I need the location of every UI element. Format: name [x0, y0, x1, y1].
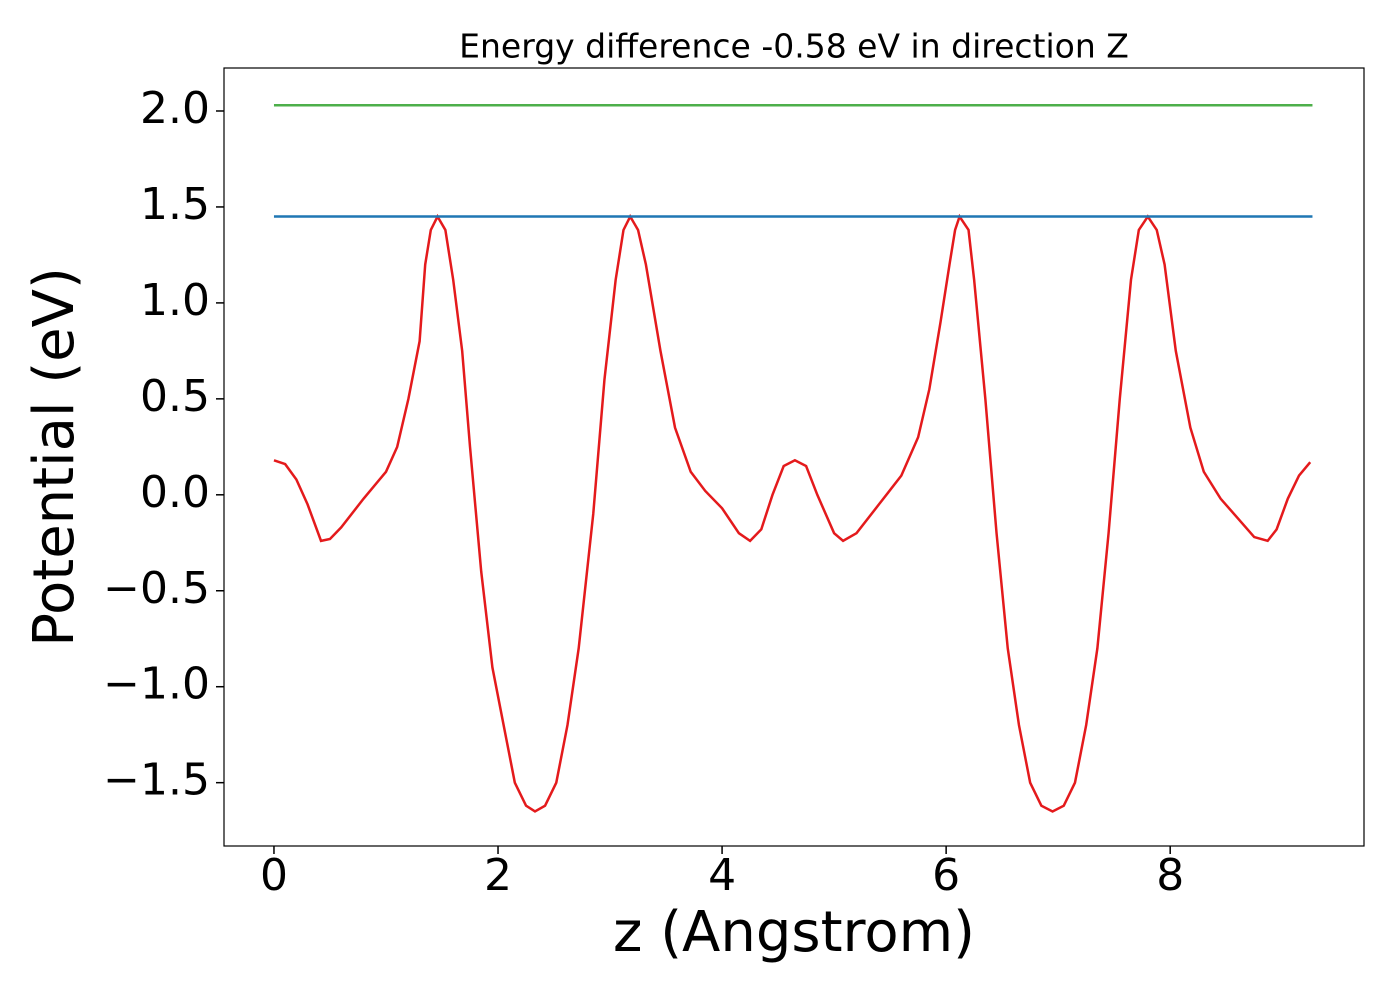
y-tick-label: −0.5 — [103, 563, 210, 614]
y-tick-label: 0.0 — [140, 467, 210, 518]
x-tick-label: 6 — [932, 850, 960, 901]
x-tick-label: 4 — [708, 850, 736, 901]
series-line — [273, 213, 1312, 813]
y-tick-label: −1.0 — [103, 659, 210, 710]
x-axis-label: z (Angstrom) — [613, 900, 975, 965]
y-tick-label: 2.0 — [140, 83, 210, 134]
y-tick-label: 0.5 — [140, 371, 210, 422]
y-axis-label: Potential (eV) — [22, 267, 87, 647]
y-tick-label: 1.5 — [140, 179, 210, 230]
x-tick-label: 2 — [484, 850, 512, 901]
x-tick-label: 0 — [260, 850, 288, 901]
plot-frame — [223, 67, 1365, 847]
x-tick-label: 8 — [1156, 850, 1184, 901]
y-tick-label: 1.0 — [140, 275, 210, 326]
y-tick-label: −1.5 — [103, 755, 210, 806]
chart-title: Energy difference -0.58 eV in direction … — [459, 27, 1129, 66]
